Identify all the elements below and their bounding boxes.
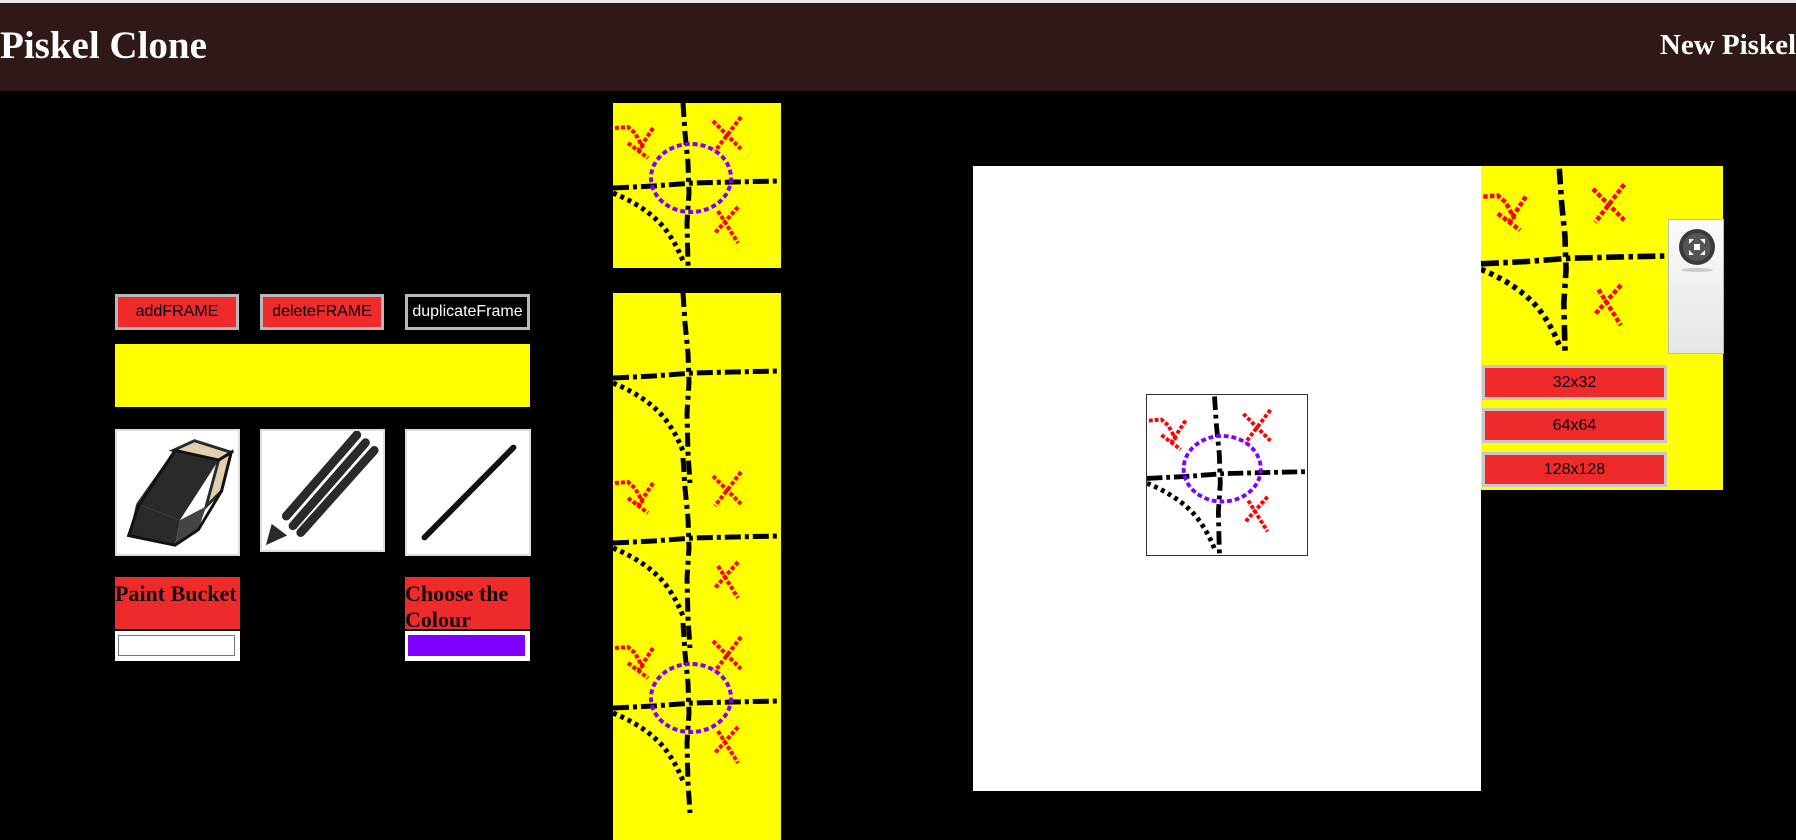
document-title[interactable]: New Piskel bbox=[1659, 29, 1796, 61]
duplicate-frame-button[interactable]: duplicateFrame bbox=[405, 294, 530, 330]
colour-swatch bbox=[408, 635, 525, 656]
frame-thumbnail-2[interactable] bbox=[613, 293, 781, 840]
paint-bucket-color-input[interactable] bbox=[115, 631, 240, 661]
size-32-button[interactable]: 32x32 bbox=[1482, 365, 1667, 400]
fullscreen-icon[interactable] bbox=[1669, 220, 1725, 280]
colour-picker-input[interactable] bbox=[405, 631, 530, 661]
frame-thumbnail-1[interactable] bbox=[613, 103, 781, 268]
line-icon bbox=[421, 444, 517, 541]
paint-bucket-swatch bbox=[118, 635, 235, 656]
size-64-button[interactable]: 64x64 bbox=[1482, 408, 1667, 443]
add-frame-button[interactable]: addFRAME bbox=[115, 294, 239, 330]
paint-bucket-label[interactable]: Paint Bucket bbox=[115, 577, 240, 629]
eraser-tool[interactable] bbox=[115, 429, 240, 556]
pencil-icon bbox=[265, 431, 379, 546]
animation-preview bbox=[1481, 166, 1669, 356]
drawing-canvas[interactable] bbox=[1146, 394, 1308, 556]
app-title: Piskel Clone bbox=[0, 24, 207, 67]
delete-frame-button[interactable]: deleteFRAME bbox=[260, 294, 384, 330]
choose-colour-label[interactable]: Choose the Colour bbox=[405, 577, 530, 632]
app-header: Piskel Clone New Piskel bbox=[0, 3, 1796, 91]
fullscreen-widget[interactable] bbox=[1668, 219, 1724, 354]
size-128-button[interactable]: 128x128 bbox=[1482, 452, 1667, 487]
eraser-icon bbox=[126, 439, 235, 547]
pencil-tool[interactable] bbox=[260, 429, 385, 552]
tool-panel-bar bbox=[115, 344, 530, 407]
line-tool[interactable] bbox=[405, 429, 531, 556]
top-border bbox=[0, 0, 1796, 3]
